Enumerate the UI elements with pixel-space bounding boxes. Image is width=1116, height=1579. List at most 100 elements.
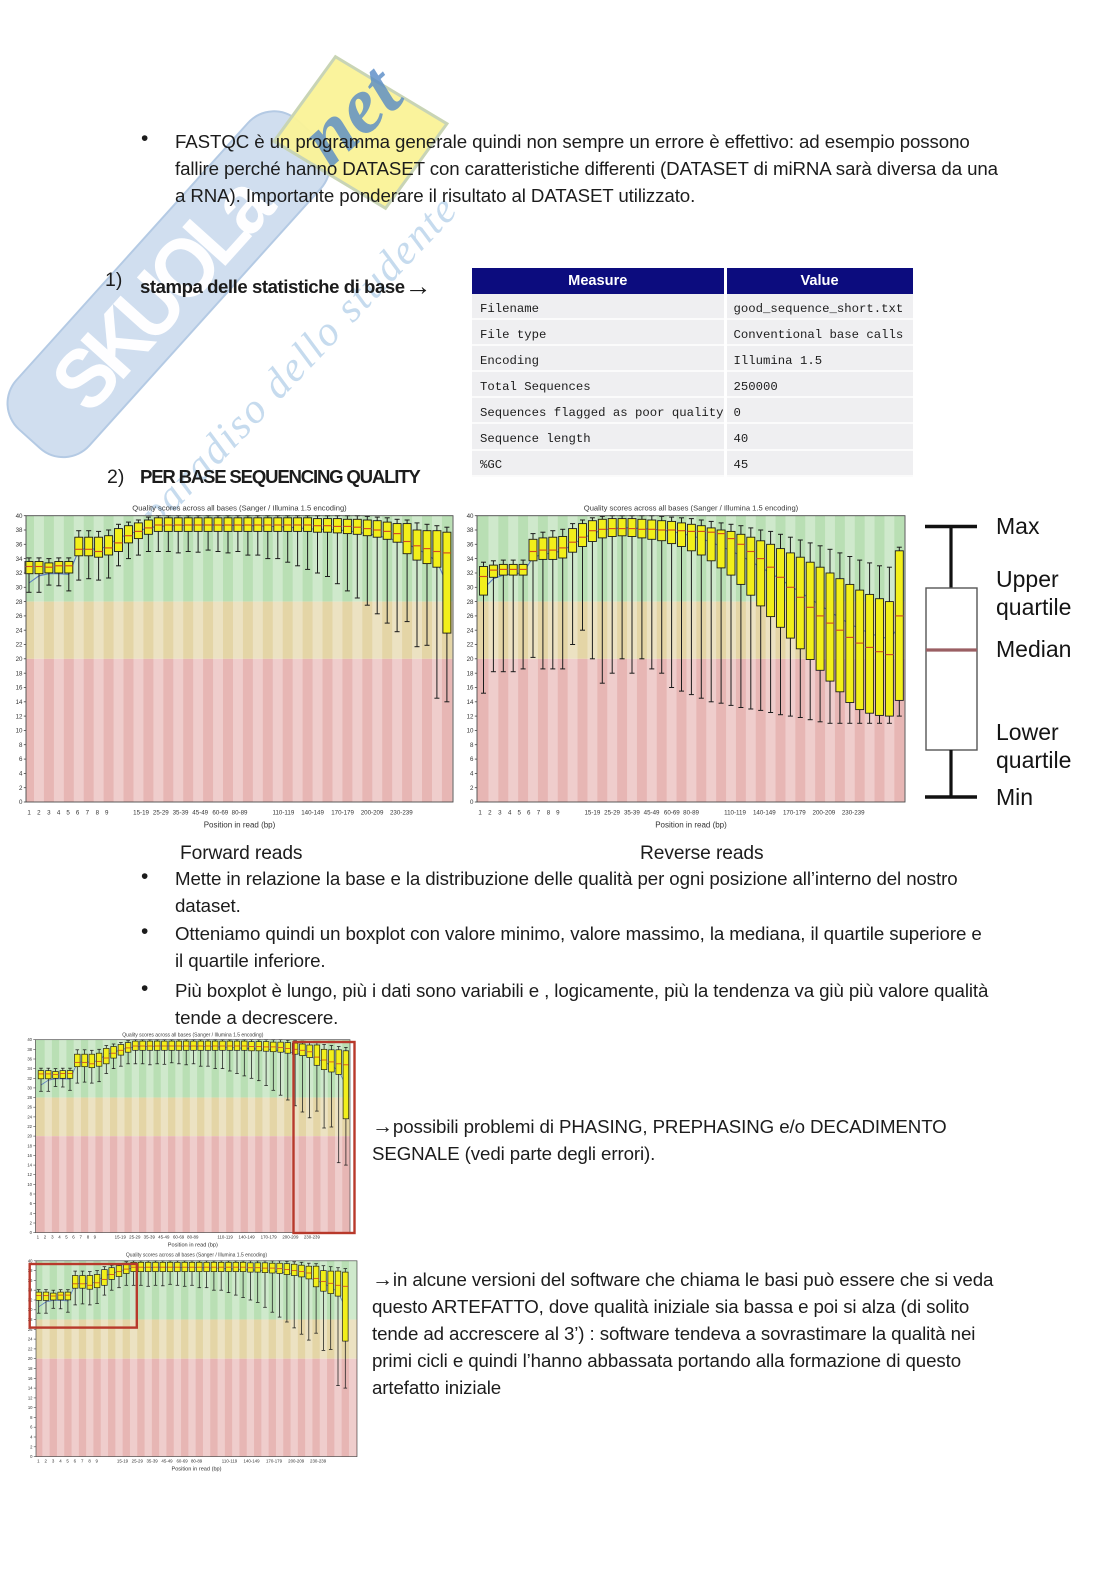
svg-text:Position in read (bp): Position in read (bp) xyxy=(171,1467,221,1473)
svg-text:6: 6 xyxy=(72,1235,75,1240)
svg-text:6: 6 xyxy=(527,810,531,817)
svg-text:34: 34 xyxy=(27,1066,32,1071)
svg-text:4: 4 xyxy=(58,1235,61,1240)
svg-text:Position in read (bp): Position in read (bp) xyxy=(655,821,727,830)
svg-text:35-39: 35-39 xyxy=(624,810,640,817)
svg-text:30: 30 xyxy=(27,1085,32,1090)
svg-text:32: 32 xyxy=(16,570,23,577)
svg-text:80-89: 80-89 xyxy=(187,1235,199,1240)
svg-text:10: 10 xyxy=(467,728,474,735)
svg-text:18: 18 xyxy=(16,670,23,677)
svg-text:24: 24 xyxy=(467,627,474,634)
svg-text:Position in read (bp): Position in read (bp) xyxy=(204,821,276,830)
svg-text:12: 12 xyxy=(16,713,23,720)
svg-text:8: 8 xyxy=(547,810,551,817)
svg-text:110-119: 110-119 xyxy=(222,1459,238,1464)
svg-text:16: 16 xyxy=(28,1376,33,1381)
svg-text:45-49: 45-49 xyxy=(161,1459,173,1464)
svg-text:2: 2 xyxy=(30,1220,33,1225)
svg-text:14: 14 xyxy=(28,1386,33,1391)
svg-text:6: 6 xyxy=(19,756,23,763)
svg-text:6: 6 xyxy=(76,810,80,817)
svg-text:24: 24 xyxy=(16,627,23,634)
svg-text:4: 4 xyxy=(59,1459,62,1464)
svg-text:3: 3 xyxy=(51,1235,54,1240)
svg-text:28: 28 xyxy=(467,599,474,606)
svg-text:14: 14 xyxy=(27,1163,32,1168)
svg-text:25-29: 25-29 xyxy=(153,810,169,817)
svg-text:200-209: 200-209 xyxy=(282,1235,299,1240)
svg-text:16: 16 xyxy=(16,685,23,692)
svg-text:10: 10 xyxy=(27,1182,32,1187)
svg-text:200-209: 200-209 xyxy=(288,1459,305,1464)
svg-text:16: 16 xyxy=(27,1153,32,1158)
svg-text:170-179: 170-179 xyxy=(783,810,806,817)
svg-text:6: 6 xyxy=(30,1425,33,1430)
svg-text:2: 2 xyxy=(488,810,492,817)
svg-text:60-69: 60-69 xyxy=(173,1235,185,1240)
svg-text:80-89: 80-89 xyxy=(232,810,248,817)
svg-text:36: 36 xyxy=(16,542,23,549)
svg-text:15-19: 15-19 xyxy=(584,810,600,817)
svg-text:140-149: 140-149 xyxy=(753,810,776,817)
svg-text:230-239: 230-239 xyxy=(390,810,413,817)
svg-text:36: 36 xyxy=(27,1057,32,1062)
svg-text:8: 8 xyxy=(470,742,474,749)
svg-text:9: 9 xyxy=(95,1459,98,1464)
svg-text:26: 26 xyxy=(16,613,23,620)
svg-text:2: 2 xyxy=(470,785,474,792)
svg-text:38: 38 xyxy=(27,1047,32,1052)
svg-text:Position in read (bp): Position in read (bp) xyxy=(168,1243,218,1249)
svg-text:60-69: 60-69 xyxy=(176,1459,188,1464)
svg-text:170-179: 170-179 xyxy=(261,1235,278,1240)
svg-text:30: 30 xyxy=(16,584,23,591)
svg-text:24: 24 xyxy=(28,1337,33,1342)
svg-text:4: 4 xyxy=(57,810,61,817)
svg-text:25-29: 25-29 xyxy=(129,1235,141,1240)
svg-text:60-69: 60-69 xyxy=(664,810,680,817)
svg-text:1: 1 xyxy=(37,1235,40,1240)
svg-text:0: 0 xyxy=(470,799,474,806)
svg-text:20: 20 xyxy=(27,1134,32,1139)
svg-text:22: 22 xyxy=(467,642,474,649)
svg-text:20: 20 xyxy=(28,1356,33,1361)
svg-text:12: 12 xyxy=(28,1395,33,1400)
svg-text:110-119: 110-119 xyxy=(273,810,295,817)
svg-text:4: 4 xyxy=(19,771,23,778)
svg-text:14: 14 xyxy=(467,699,474,706)
svg-text:6: 6 xyxy=(30,1201,33,1206)
svg-text:36: 36 xyxy=(467,542,474,549)
svg-text:9: 9 xyxy=(556,810,560,817)
svg-text:18: 18 xyxy=(27,1143,32,1148)
svg-text:45-49: 45-49 xyxy=(158,1235,170,1240)
svg-text:14: 14 xyxy=(16,699,23,706)
svg-text:20: 20 xyxy=(16,656,23,663)
svg-text:12: 12 xyxy=(467,713,474,720)
svg-text:8: 8 xyxy=(88,1459,91,1464)
svg-text:26: 26 xyxy=(27,1105,32,1110)
svg-text:26: 26 xyxy=(467,613,474,620)
svg-text:28: 28 xyxy=(16,599,23,606)
svg-text:8: 8 xyxy=(30,1192,33,1197)
svg-text:1: 1 xyxy=(27,810,31,817)
svg-text:18: 18 xyxy=(28,1366,33,1371)
svg-text:4: 4 xyxy=(508,810,512,817)
svg-text:3: 3 xyxy=(47,810,51,817)
svg-text:38: 38 xyxy=(16,527,23,534)
svg-text:9: 9 xyxy=(105,810,109,817)
svg-text:6: 6 xyxy=(470,756,474,763)
svg-text:230-239: 230-239 xyxy=(310,1459,327,1464)
svg-text:5: 5 xyxy=(66,1459,69,1464)
svg-text:5: 5 xyxy=(517,810,521,817)
svg-text:2: 2 xyxy=(19,785,23,792)
svg-text:2: 2 xyxy=(37,810,41,817)
svg-text:45-49: 45-49 xyxy=(644,810,660,817)
svg-text:170-179: 170-179 xyxy=(266,1459,283,1464)
svg-text:18: 18 xyxy=(467,670,474,677)
svg-text:15-19: 15-19 xyxy=(115,1235,127,1240)
svg-text:26: 26 xyxy=(28,1327,33,1332)
svg-text:30: 30 xyxy=(467,584,474,591)
svg-text:4: 4 xyxy=(470,771,474,778)
svg-text:4: 4 xyxy=(30,1211,33,1216)
svg-text:25-29: 25-29 xyxy=(132,1459,144,1464)
